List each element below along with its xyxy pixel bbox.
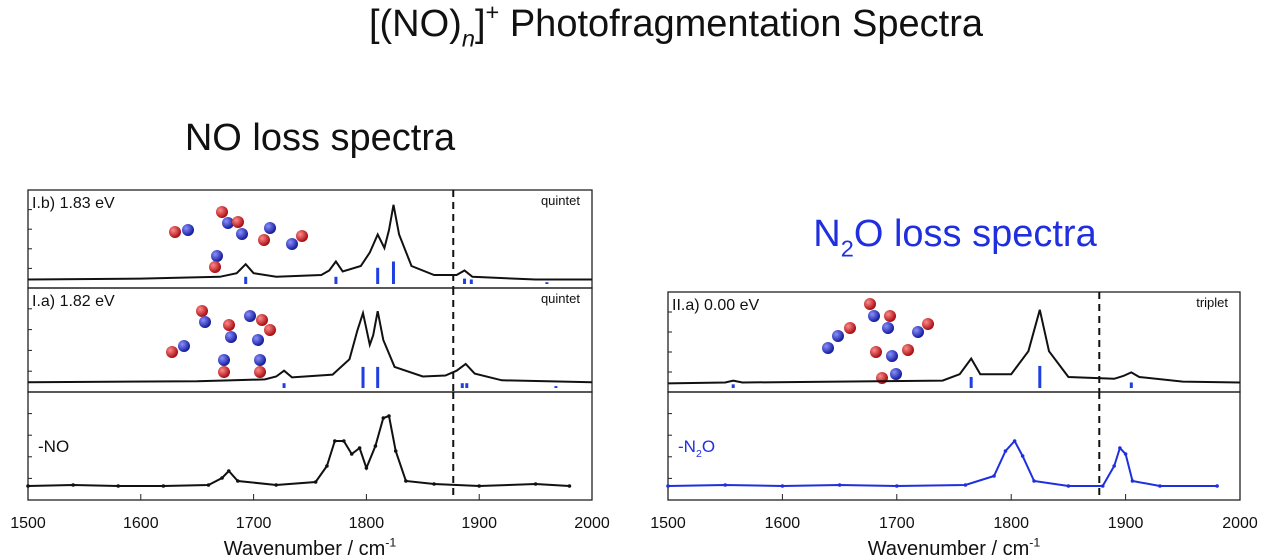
text-run: [(NO) <box>369 3 462 45</box>
right-heading: N2O loss spectra <box>813 213 1097 262</box>
data-point <box>220 476 224 480</box>
data-point <box>1123 452 1128 456</box>
subscript: 2 <box>696 448 702 460</box>
data-point <box>1158 484 1162 488</box>
data-point <box>393 449 398 453</box>
spectrum-line <box>27 309 593 384</box>
data-point <box>992 474 996 478</box>
data-point <box>357 446 362 450</box>
text-run: I.b) 1.83 eV <box>32 195 115 212</box>
text-run: N <box>813 213 840 255</box>
data-point <box>325 464 329 468</box>
panel-frame <box>667 391 1241 501</box>
spectrum-line <box>27 414 570 488</box>
x-tick-label: 1500 <box>650 515 686 532</box>
subscript: n <box>462 26 475 52</box>
subscript: 2 <box>841 236 854 262</box>
data-point <box>342 439 346 443</box>
text-run: I.a) 1.82 eV <box>32 293 115 310</box>
data-point <box>1215 484 1219 488</box>
panel-label: I.a) 1.82 eV <box>32 293 115 310</box>
data-point <box>666 484 670 488</box>
data-point <box>963 483 968 487</box>
data-point <box>333 439 337 443</box>
text-run: ] <box>475 3 486 45</box>
data-point <box>895 484 899 488</box>
panel-label: I.b) 1.83 eV <box>32 195 115 212</box>
data-point <box>387 414 391 418</box>
text-run: Wavenumber / cm <box>868 538 1030 560</box>
panel-label: II.a) 0.00 eV <box>672 297 759 314</box>
data-point <box>116 484 121 488</box>
x-tick-label: 1700 <box>236 515 272 532</box>
data-point <box>236 479 240 483</box>
multiplicity-label: quintet <box>541 193 580 208</box>
data-point <box>533 482 538 486</box>
x-tick-label: 2000 <box>574 515 610 532</box>
data-point <box>381 416 386 420</box>
x-tick-label: 2000 <box>1222 515 1258 532</box>
data-point <box>1020 454 1025 458</box>
left-heading: NO loss spectra <box>185 117 456 159</box>
data-point <box>837 483 842 487</box>
text-run: Photofragmentation Spectra <box>499 3 984 45</box>
x-tick-label: 1800 <box>349 515 385 532</box>
text-run: O loss spectra <box>854 213 1098 255</box>
x-axis-label: Wavenumber / cm-1 <box>868 536 1041 560</box>
slide-title: [(NO)n]+ Photofragmentation Spectra <box>369 0 984 52</box>
superscript: -1 <box>1029 536 1040 550</box>
text-run: -NO <box>38 437 69 456</box>
data-point <box>364 466 369 470</box>
multiplicity-label: triplet <box>1196 295 1228 310</box>
spectrum-line <box>667 439 1218 488</box>
data-point <box>404 479 408 483</box>
spectrum-line <box>27 204 592 281</box>
multiplicity-label: quintet <box>541 291 580 306</box>
data-point <box>1130 479 1135 483</box>
data-point <box>349 452 354 456</box>
panel-label: -N2O <box>678 437 715 460</box>
data-point <box>206 483 211 487</box>
data-point <box>723 483 727 487</box>
data-point <box>432 482 436 486</box>
spectrum-line <box>667 309 1241 385</box>
data-point <box>1032 479 1036 483</box>
text-run: Wavenumber / cm <box>224 538 386 560</box>
data-point <box>1003 449 1008 453</box>
data-point <box>1118 446 1122 450</box>
data-point <box>71 483 75 487</box>
data-point <box>780 484 785 488</box>
x-axis-label: Wavenumber / cm-1 <box>224 536 397 560</box>
panel-frame <box>27 391 593 501</box>
superscript: + <box>486 0 500 25</box>
text-run: II.a) 0.00 eV <box>672 297 759 314</box>
data-point <box>313 480 318 484</box>
x-tick-label: 1600 <box>765 515 801 532</box>
molecule-icons <box>166 206 934 384</box>
text-run: O <box>702 437 715 456</box>
data-point <box>373 444 378 448</box>
data-point <box>477 484 482 488</box>
data-point <box>1112 464 1116 468</box>
data-point <box>1066 484 1071 488</box>
x-tick-label: 1600 <box>123 515 159 532</box>
text-run: -N <box>678 437 696 456</box>
text-run: NO loss spectra <box>185 117 456 159</box>
panel-label: -NO <box>38 437 69 456</box>
x-tick-label: 1900 <box>1108 515 1144 532</box>
data-point <box>161 484 166 488</box>
data-point <box>26 484 30 488</box>
data-point <box>1012 439 1017 443</box>
data-point <box>274 483 278 487</box>
x-tick-label: 1700 <box>879 515 915 532</box>
data-point <box>1100 484 1105 488</box>
superscript: -1 <box>385 536 396 550</box>
data-point <box>226 469 231 473</box>
x-tick-label: 1800 <box>993 515 1029 532</box>
x-tick-label: 1900 <box>461 515 497 532</box>
data-point <box>567 484 572 488</box>
x-tick-label: 1500 <box>10 515 46 532</box>
